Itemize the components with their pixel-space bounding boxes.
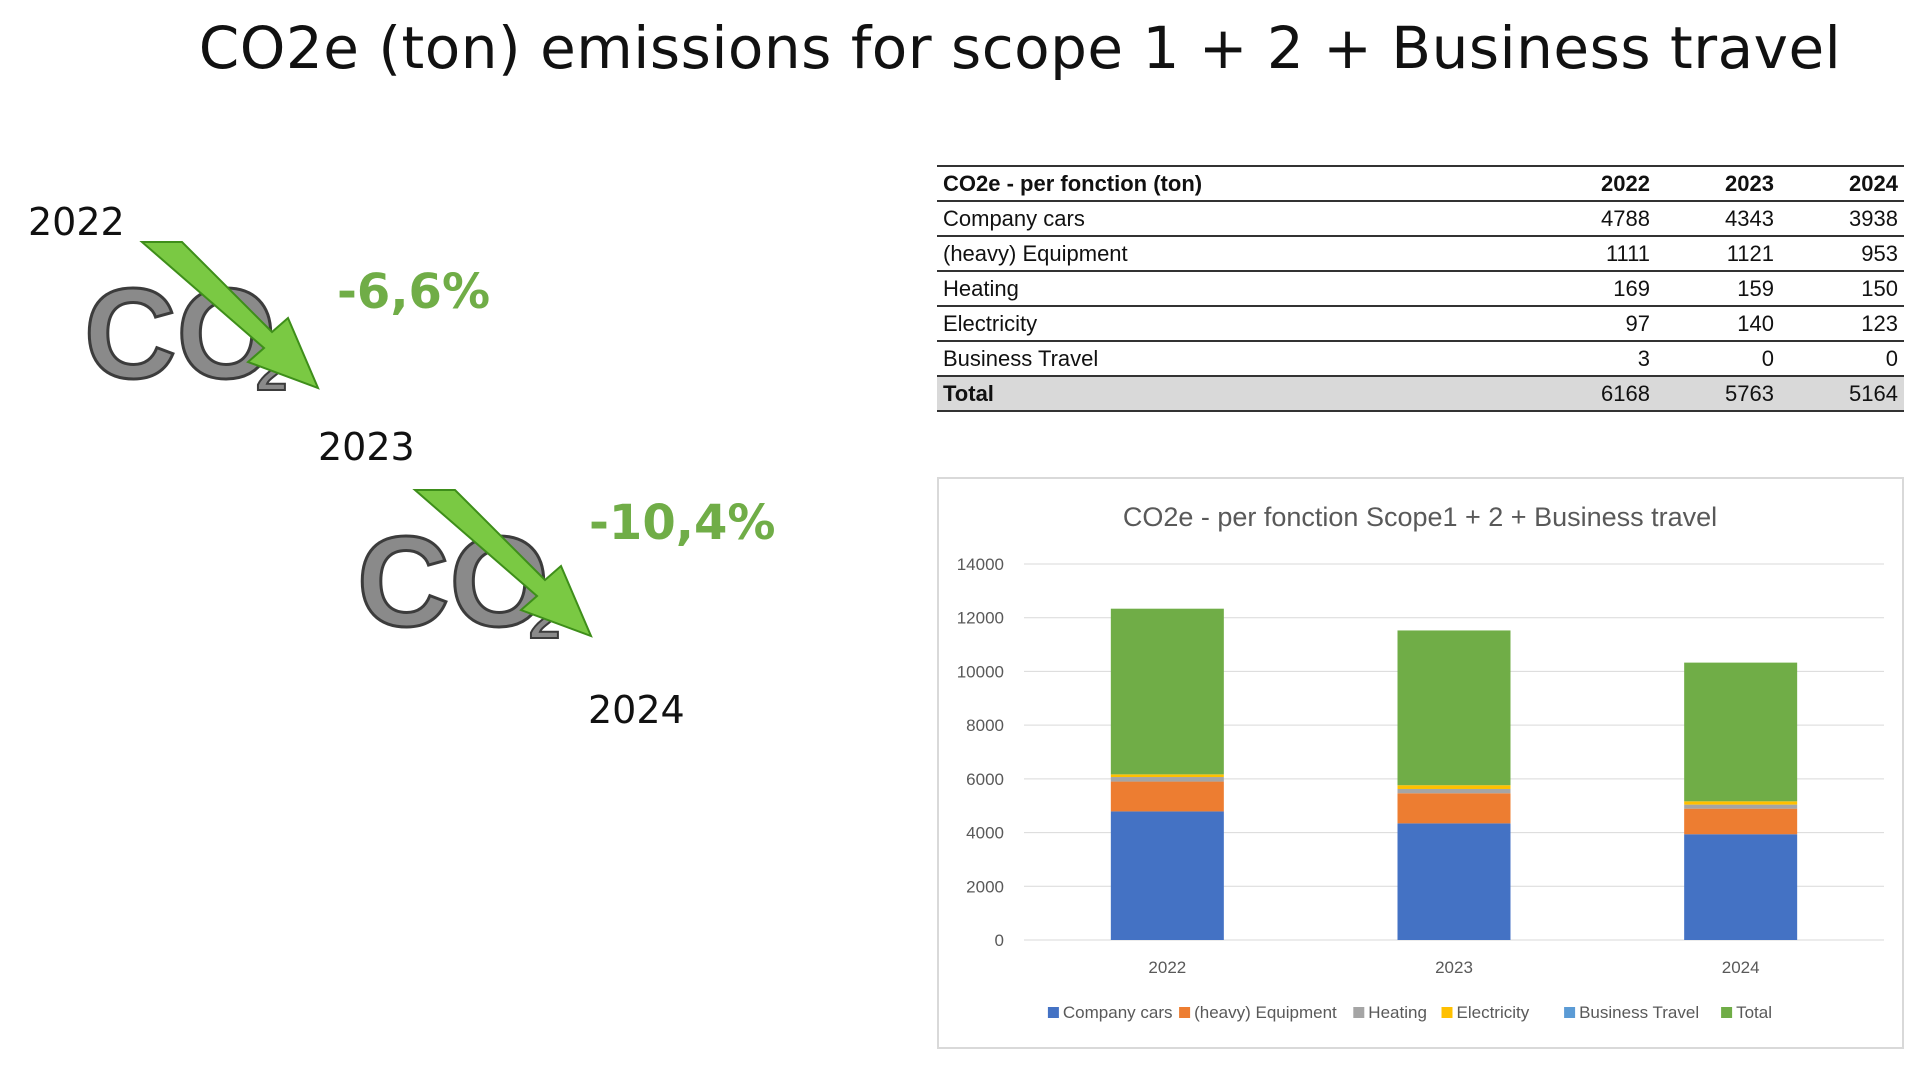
table-cell-value: 4343 bbox=[1656, 201, 1780, 237]
table-header-label: CO2e - per fonction (ton) bbox=[937, 165, 1532, 202]
table-row: Business Travel 3 0 0 bbox=[937, 341, 1904, 377]
table-row: Company cars 4788 4343 3938 bbox=[937, 201, 1904, 237]
legend-swatch bbox=[1721, 1007, 1733, 1018]
chart-title: CO2e - per fonction Scope1 + 2 + Busines… bbox=[1123, 502, 1717, 532]
table-total-value: 6168 bbox=[1532, 376, 1656, 412]
table-cell-value: 123 bbox=[1780, 306, 1904, 342]
table-total-value: 5164 bbox=[1780, 376, 1904, 412]
co2-reduction-icon: CO 2 bbox=[83, 241, 320, 398]
bar-segment bbox=[1684, 804, 1798, 809]
table-header-year: 2024 bbox=[1780, 165, 1904, 202]
bar-segment bbox=[1684, 801, 1798, 805]
y-tick-label: 4000 bbox=[966, 824, 1004, 843]
table-cell-value: 3938 bbox=[1780, 201, 1904, 237]
table-total-value: 5763 bbox=[1656, 376, 1780, 412]
legend-swatch bbox=[1179, 1007, 1191, 1018]
bar-segment bbox=[1684, 834, 1798, 940]
bar-segment bbox=[1397, 785, 1511, 789]
y-tick-label: 6000 bbox=[966, 770, 1004, 789]
y-tick-label: 12000 bbox=[957, 609, 1004, 628]
change-label-2023: -6,6% bbox=[337, 264, 491, 320]
co2-logo-text: CO bbox=[357, 511, 549, 646]
bar-segment bbox=[1110, 777, 1224, 782]
table-cell-value: 159 bbox=[1656, 271, 1780, 307]
table-cell-label: Company cars bbox=[937, 201, 1532, 237]
legend-label: Company cars bbox=[1063, 1003, 1173, 1022]
slide-title: CO2e (ton) emissions for scope 1 + 2 + B… bbox=[198, 14, 1842, 82]
x-tick-label: 2024 bbox=[1722, 958, 1760, 977]
table-row: Electricity 97 140 123 bbox=[937, 306, 1904, 342]
co2-reduction-icon: CO 2 bbox=[356, 489, 593, 646]
emissions-table: CO2e - per fonction (ton) 2022 2023 2024… bbox=[937, 165, 1904, 412]
y-tick-label: 8000 bbox=[966, 716, 1004, 735]
y-tick-label: 2000 bbox=[966, 877, 1004, 896]
legend-label: (heavy) Equipment bbox=[1194, 1003, 1337, 1022]
year-label-2024: 2024 bbox=[588, 688, 685, 732]
bar-segment bbox=[1684, 808, 1798, 835]
bar-segment bbox=[1110, 608, 1224, 775]
table-cell-label: (heavy) Equipment bbox=[937, 236, 1532, 272]
bar-segment bbox=[1684, 662, 1798, 802]
table-header-year: 2022 bbox=[1532, 165, 1656, 202]
year-label-2022: 2022 bbox=[28, 200, 125, 244]
table-cell-value: 0 bbox=[1780, 341, 1904, 377]
x-tick-label: 2023 bbox=[1435, 958, 1473, 977]
table-header-year: 2023 bbox=[1656, 165, 1780, 202]
legend-label: Total bbox=[1736, 1003, 1772, 1022]
bar-segment bbox=[1397, 788, 1511, 794]
table-cell-label: Heating bbox=[937, 271, 1532, 307]
table-row: (heavy) Equipment 1111 1121 953 bbox=[937, 236, 1904, 272]
table-cell-value: 0 bbox=[1656, 341, 1780, 377]
stacked-bar-chart: CO2e - per fonction Scope1 + 2 + Busines… bbox=[937, 477, 1904, 1049]
table-cell-label: Business Travel bbox=[937, 341, 1532, 377]
y-tick-label: 14000 bbox=[957, 555, 1004, 574]
table-cell-label: Electricity bbox=[937, 306, 1532, 342]
legend-swatch bbox=[1047, 1007, 1059, 1018]
table-cell-value: 140 bbox=[1656, 306, 1780, 342]
bar-segment bbox=[1397, 630, 1511, 786]
table-cell-value: 150 bbox=[1780, 271, 1904, 307]
legend-label: Business Travel bbox=[1579, 1003, 1699, 1022]
table-total-label: Total bbox=[937, 376, 1532, 412]
y-tick-label: 10000 bbox=[957, 662, 1004, 681]
x-tick-label: 2022 bbox=[1148, 958, 1186, 977]
legend-swatch bbox=[1564, 1007, 1576, 1018]
table-cell-value: 1111 bbox=[1532, 236, 1656, 272]
change-label-2024: -10,4% bbox=[589, 495, 776, 551]
table-cell-value: 169 bbox=[1532, 271, 1656, 307]
bar-segment bbox=[1397, 793, 1511, 824]
y-tick-label: 0 bbox=[995, 931, 1004, 950]
legend-swatch bbox=[1353, 1007, 1365, 1018]
table-cell-value: 97 bbox=[1532, 306, 1656, 342]
table-cell-value: 953 bbox=[1780, 236, 1904, 272]
bar-segment bbox=[1110, 774, 1224, 778]
legend-label: Electricity bbox=[1457, 1003, 1530, 1022]
legend-swatch bbox=[1441, 1007, 1453, 1018]
table-cell-value: 4788 bbox=[1532, 201, 1656, 237]
chart-canvas: CO2e - per fonction Scope1 + 2 + Busines… bbox=[957, 502, 1884, 1022]
legend-label: Heating bbox=[1368, 1003, 1427, 1022]
table-total-row: Total 6168 5763 5164 bbox=[937, 376, 1904, 412]
bar-segment bbox=[1110, 811, 1224, 940]
bar-segment bbox=[1397, 823, 1511, 940]
bar-segment bbox=[1110, 781, 1224, 812]
year-label-2023: 2023 bbox=[318, 425, 415, 469]
table-cell-value: 1121 bbox=[1656, 236, 1780, 272]
table-header-row: CO2e - per fonction (ton) 2022 2023 2024 bbox=[937, 165, 1904, 202]
table-row: Heating 169 159 150 bbox=[937, 271, 1904, 307]
table-cell-value: 3 bbox=[1532, 341, 1656, 377]
